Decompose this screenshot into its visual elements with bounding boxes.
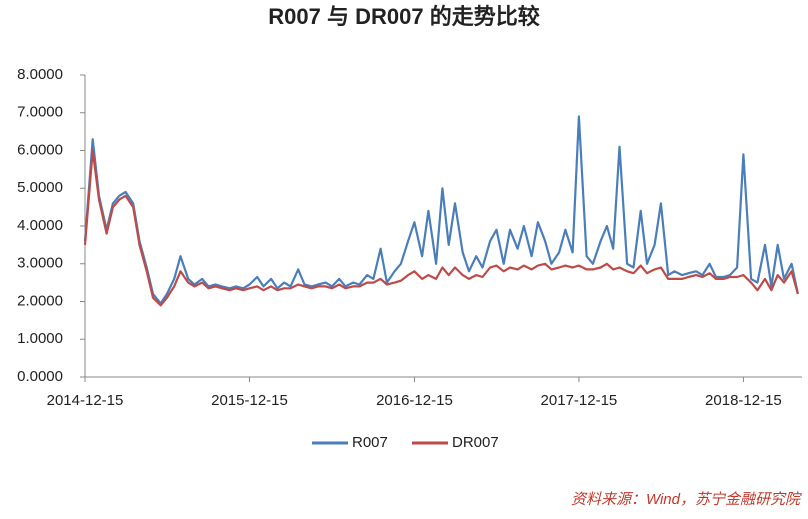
chart-title: R007 与 DR007 的走势比较	[268, 4, 539, 29]
y-tick-label: 8.0000	[17, 66, 63, 83]
legend-label: DR007	[452, 434, 499, 451]
x-tick-label: 2017-12-15	[541, 392, 618, 409]
y-tick-label: 7.0000	[17, 104, 63, 121]
y-tick-label: 0.0000	[17, 368, 63, 385]
y-tick-label: 2.0000	[17, 292, 63, 309]
x-tick-label: 2015-12-15	[211, 392, 288, 409]
y-tick-label: 6.0000	[17, 141, 63, 158]
x-tick-label: 2018-12-15	[705, 392, 782, 409]
y-tick-label: 4.0000	[17, 217, 63, 234]
legend-label: R007	[352, 434, 388, 451]
x-tick-label: 2014-12-15	[47, 392, 124, 409]
series-line	[83, 115, 799, 305]
x-tick-label: 2016-12-15	[376, 392, 453, 409]
y-tick-label: 3.0000	[17, 255, 63, 272]
series-line	[83, 149, 799, 307]
y-tick-label: 1.0000	[17, 330, 63, 347]
y-tick-label: 5.0000	[17, 179, 63, 196]
source-note: 资料来源：Wind，苏宁金融研究院	[571, 491, 802, 508]
